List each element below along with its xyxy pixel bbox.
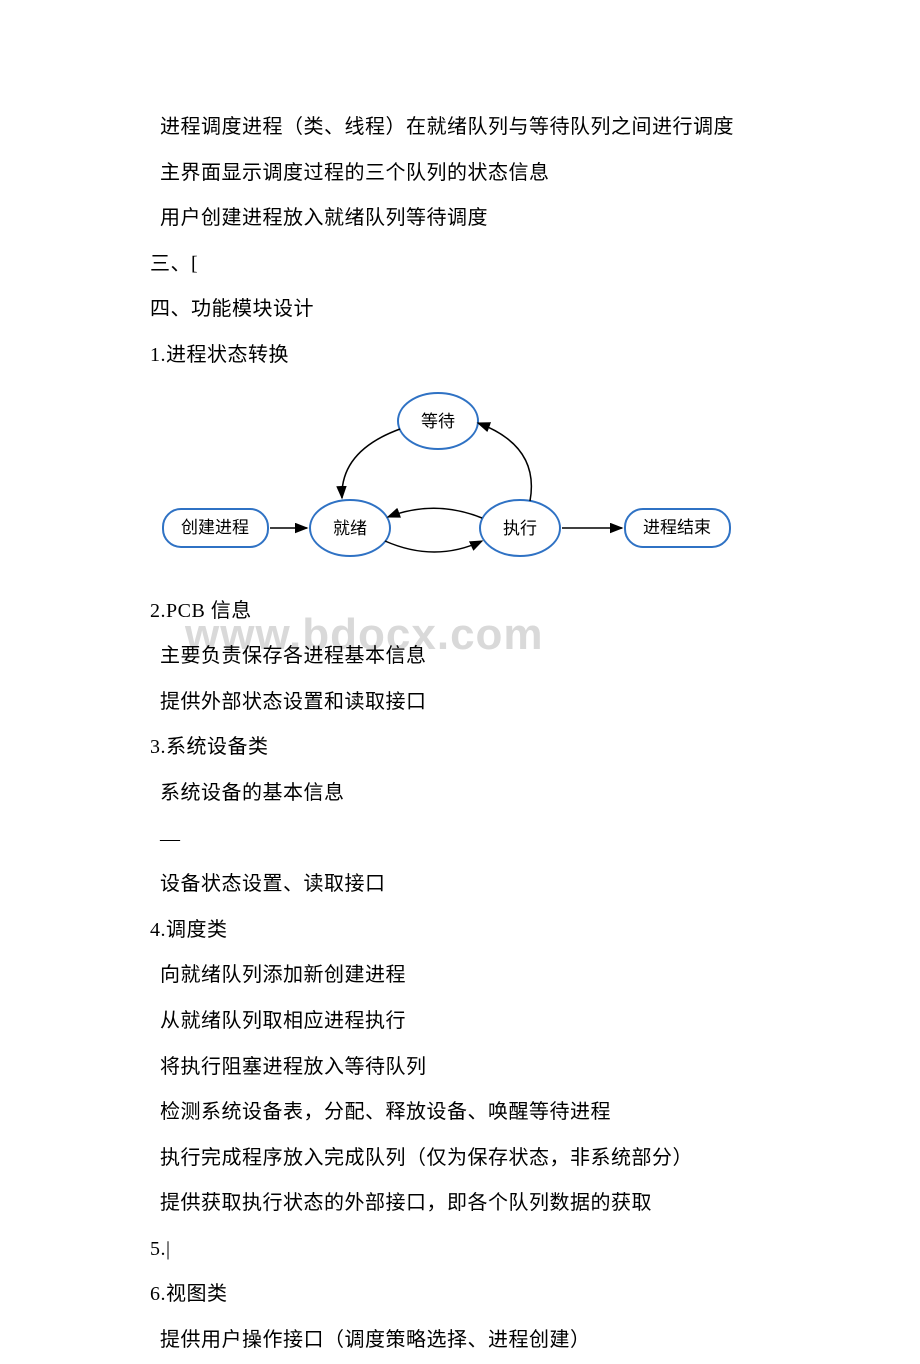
text-line: 执行完成程序放入完成队列（仅为保存状态，非系统部分） [150, 1136, 780, 1182]
edge-run-ready [388, 508, 482, 518]
node-wait-label: 等待 [421, 412, 455, 431]
node-end-label: 进程结束 [643, 518, 711, 537]
node-create-label: 创建进程 [181, 518, 249, 537]
state-diagram: 创建进程 就绪 等待 执行 进程结束 [150, 391, 790, 581]
edge-ready-run [385, 541, 482, 552]
text-line: 四、功能模块设计 [150, 287, 780, 333]
text-line: 从就绪队列取相应进程执行 [150, 999, 780, 1045]
text-line: 检测系统设备表，分配、释放设备、唤醒等待进程 [150, 1090, 780, 1136]
text-line: 提供外部状态设置和读取接口 [150, 680, 780, 726]
text-line: 三、[ [150, 242, 780, 288]
text-line: 5.| [150, 1227, 780, 1273]
text-line: 3.系统设备类 [150, 725, 780, 771]
text-line: 设备状态设置、读取接口 [150, 862, 780, 908]
node-run-label: 执行 [503, 519, 537, 538]
text-line: 进程调度进程（类、线程）在就绪队列与等待队列之间进行调度 [150, 105, 780, 151]
text-line: 主要负责保存各进程基本信息 [150, 634, 780, 680]
node-ready-label: 就绪 [333, 519, 367, 538]
text-line: 4.调度类 [150, 908, 780, 954]
text-line: 将执行阻塞进程放入等待队列 [150, 1045, 780, 1091]
edge-run-wait [478, 423, 531, 501]
text-line: 向就绪队列添加新创建进程 [150, 953, 780, 999]
edge-wait-ready [342, 429, 400, 498]
document-body: 进程调度进程（类、线程）在就绪队列与等待队列之间进行调度 主界面显示调度过程的三… [150, 105, 780, 1364]
text-line: 2.PCB 信息 [150, 589, 780, 635]
text-line: — [150, 817, 780, 863]
text-line: 主界面显示调度过程的三个队列的状态信息 [150, 151, 780, 197]
text-line: 6.视图类 [150, 1272, 780, 1318]
text-line: 系统设备的基本信息 [150, 771, 780, 817]
text-line: 1.进程状态转换 [150, 333, 780, 379]
text-line: 提供获取执行状态的外部接口，即各个队列数据的获取 [150, 1181, 780, 1227]
text-line: 提供用户操作接口（调度策略选择、进程创建） [150, 1318, 780, 1364]
text-line: 用户创建进程放入就绪队列等待调度 [150, 196, 780, 242]
